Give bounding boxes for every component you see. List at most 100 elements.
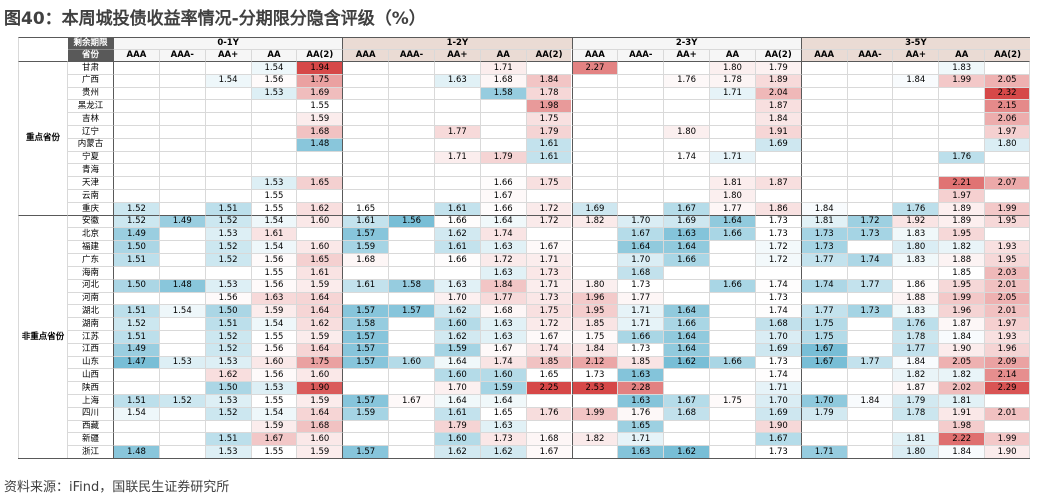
value-cell: 1.72: [754, 253, 801, 266]
value-cell: 1.84: [571, 342, 618, 356]
value-cell: 1.63: [663, 227, 710, 241]
value-cell: 1.60: [479, 368, 526, 382]
value-cell: 1.73: [754, 291, 801, 305]
value-cell: 1.64: [663, 304, 710, 318]
value-cell: [113, 265, 159, 279]
province: 湖南: [68, 317, 113, 330]
value-cell: 1.69: [754, 342, 801, 356]
value-cell: 1.63: [617, 368, 664, 382]
value-cell: 1.82: [892, 368, 939, 382]
value-cell: 1.68: [342, 253, 389, 266]
value-cell: [158, 137, 205, 151]
value-cell: 1.64: [663, 329, 710, 343]
value-cell: 1.63: [479, 329, 526, 343]
value-cell: [342, 150, 389, 164]
value-cell: 1.87: [754, 176, 801, 190]
rating-header: AA(2): [984, 49, 1030, 61]
value-cell: 1.99: [938, 291, 985, 305]
value-cell: [709, 406, 755, 420]
value-cell: [709, 163, 755, 177]
value-cell: [296, 227, 343, 241]
value-cell: [113, 150, 159, 164]
value-cell: 2.05: [938, 355, 985, 369]
value-cell: 1.53: [204, 445, 251, 458]
value-cell: [204, 137, 251, 151]
value-cell: 1.79: [892, 393, 939, 407]
rating-header: AA(2): [525, 49, 572, 61]
value-cell: [709, 291, 755, 305]
value-cell: [846, 189, 893, 202]
value-cell: [571, 73, 618, 87]
value-cell: [479, 99, 526, 113]
value-cell: 1.76: [663, 73, 710, 87]
value-cell: [709, 265, 755, 279]
value-cell: [342, 61, 389, 74]
value-cell: [433, 112, 480, 126]
value-cell: [388, 150, 434, 164]
value-cell: 1.68: [296, 419, 343, 433]
value-cell: 1.63: [617, 393, 664, 407]
value-cell: 1.88: [892, 291, 939, 305]
value-cell: 1.63: [479, 265, 526, 279]
value-cell: 1.80: [984, 137, 1030, 151]
value-cell: 1.69: [296, 86, 343, 100]
value-cell: [388, 445, 434, 458]
value-cell: 1.81: [709, 176, 755, 190]
value-cell: 1.72: [525, 317, 572, 330]
value-cell: [754, 150, 801, 164]
value-cell: 1.59: [250, 304, 297, 318]
value-cell: [479, 125, 526, 138]
rating-header: AAA-: [388, 49, 434, 61]
province: 山东: [68, 355, 113, 369]
value-cell: [342, 176, 389, 190]
value-cell: [388, 86, 434, 100]
value-cell: [571, 163, 618, 177]
value-cell: 1.98: [938, 419, 985, 433]
value-cell: 1.73: [525, 291, 572, 305]
value-cell: 1.74: [663, 150, 710, 164]
value-cell: [204, 99, 251, 113]
value-cell: 1.71: [617, 304, 664, 318]
value-cell: 1.76: [525, 406, 572, 420]
value-cell: [709, 99, 755, 113]
rating-header: AA(2): [296, 49, 343, 61]
value-cell: 1.84: [892, 73, 939, 87]
value-cell: 1.61: [250, 227, 297, 241]
value-cell: 1.63: [479, 240, 526, 254]
value-cell: 2.15: [984, 99, 1030, 113]
value-cell: [800, 163, 847, 177]
value-cell: [158, 240, 205, 254]
value-cell: 1.64: [296, 304, 343, 318]
rating-header: AA+: [204, 49, 251, 61]
value-cell: [525, 61, 572, 74]
value-cell: 1.96: [938, 304, 985, 318]
value-cell: 1.72: [479, 253, 526, 266]
value-cell: [388, 406, 434, 420]
value-cell: 2.25: [525, 381, 572, 394]
value-cell: [800, 419, 847, 433]
value-cell: [846, 125, 893, 138]
value-cell: 1.75: [525, 304, 572, 318]
value-cell: [342, 125, 389, 138]
value-cell: [158, 406, 205, 420]
value-cell: 2.02: [938, 381, 985, 394]
value-cell: 1.77: [846, 355, 893, 369]
value-cell: 1.56: [204, 291, 251, 305]
value-cell: 1.62: [663, 445, 710, 458]
value-cell: [204, 176, 251, 190]
value-cell: 1.62: [296, 201, 343, 215]
value-cell: [846, 381, 893, 394]
value-cell: [709, 304, 755, 318]
value-cell: [663, 278, 710, 292]
value-cell: 1.58: [342, 317, 389, 330]
value-cell: 1.53: [250, 381, 297, 394]
value-cell: 1.65: [617, 419, 664, 433]
value-cell: [846, 201, 893, 215]
value-cell: [204, 189, 251, 202]
value-cell: 1.60: [250, 355, 297, 369]
province: 浙江: [68, 445, 113, 458]
value-cell: 1.77: [433, 125, 480, 138]
value-cell: [709, 125, 755, 138]
value-cell: [388, 227, 434, 241]
rating-header: AAA: [342, 49, 389, 61]
